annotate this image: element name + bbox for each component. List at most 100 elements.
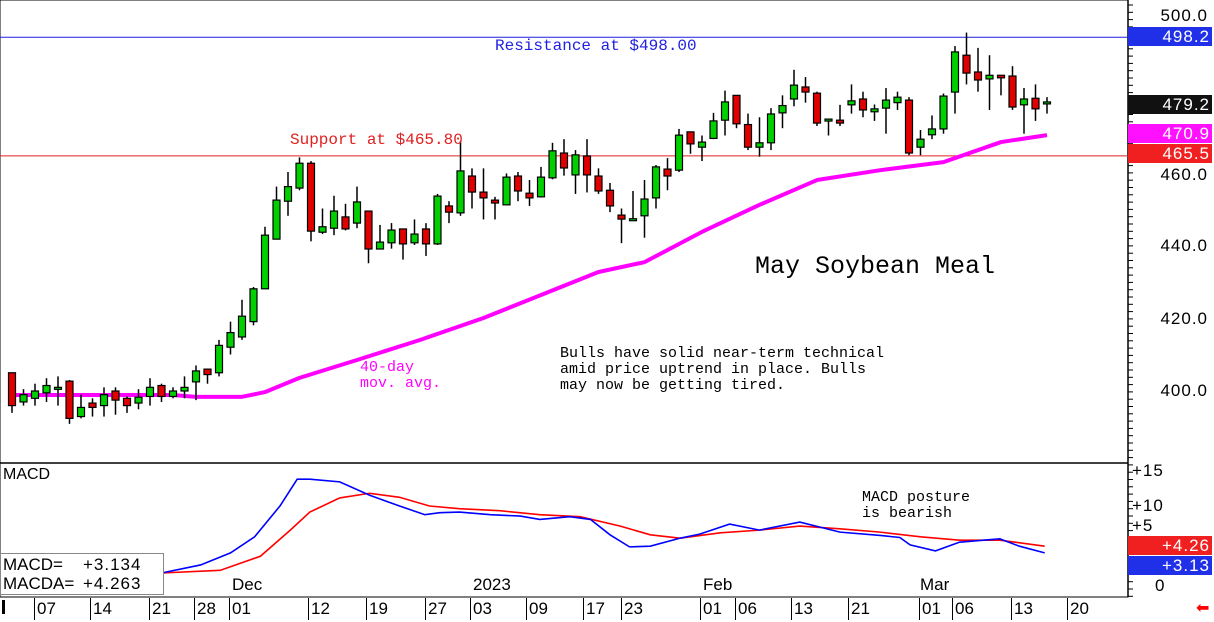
candle-down [444, 205, 454, 213]
date-separator [194, 598, 195, 620]
candle-up [881, 99, 891, 109]
date-separator [308, 598, 309, 620]
macd-line [161, 478, 1045, 574]
candle-down [962, 54, 971, 74]
price-tick: 400.0 [1160, 381, 1208, 400]
candle-down [904, 99, 914, 154]
date-separator [791, 598, 792, 620]
candle-up [628, 218, 638, 222]
macd-tick: +5 [1132, 516, 1154, 535]
macd-comment: MACD posture is bearish [862, 489, 971, 522]
date-tick-label: 21 [152, 599, 171, 618]
candle-down [513, 175, 523, 192]
candle-down [1031, 97, 1040, 110]
candle-up [226, 332, 235, 348]
date-tick-label: 20 [1070, 599, 1089, 618]
candle-down [122, 397, 132, 407]
candle-up [272, 199, 281, 240]
price-tick: 500.0 [1160, 6, 1208, 25]
candle-down [973, 71, 983, 81]
candle-up [789, 84, 799, 100]
macd-readout-label: MACD= [3, 555, 63, 574]
comment-text: Bulls have solid near-term technical ami… [560, 345, 885, 394]
candle-up [571, 154, 580, 176]
date-tick-label: 17 [586, 599, 605, 618]
price-tick: 460.0 [1160, 165, 1208, 184]
date-separator [952, 598, 953, 620]
candle-down [157, 384, 166, 398]
candle-down [835, 119, 845, 124]
candle-down [605, 189, 615, 207]
candle-down [663, 168, 672, 177]
candle-up [180, 386, 189, 392]
candle-up [387, 229, 396, 244]
candle-up [53, 386, 63, 390]
candle-down [479, 191, 488, 199]
macda-line [161, 492, 1045, 574]
candle-up [697, 141, 707, 148]
candle-up [536, 176, 546, 198]
candle-down [858, 98, 868, 111]
month-mar: Mar [920, 575, 950, 594]
candle-up [709, 120, 718, 140]
month-dec: Dec [232, 575, 263, 594]
candle-down [65, 380, 74, 419]
candle-up [939, 95, 948, 130]
moving-average-line [12, 133, 1048, 399]
candle-up [1042, 101, 1052, 105]
candle-up [76, 406, 86, 418]
macda-readout-value: +4.263 [83, 574, 142, 593]
candle-down [421, 228, 431, 245]
candle-up [893, 96, 902, 104]
scroll-left-marker[interactable] [2, 600, 5, 614]
resistance-value-box: 498.2 [1128, 27, 1212, 46]
candle-up [237, 315, 247, 338]
candle-down [559, 152, 569, 169]
macda-value-box: +4.26 [1128, 536, 1212, 555]
date-tick-label: 27 [428, 599, 447, 618]
date-separator [848, 598, 849, 620]
candle-down [341, 216, 350, 230]
date-separator [526, 598, 527, 620]
date-separator [700, 598, 701, 620]
scroll-arrow-icon[interactable]: ⬅ [1196, 598, 1210, 617]
candle-up [134, 396, 143, 404]
date-tick-label: 09 [529, 599, 548, 618]
date-separator [1011, 598, 1012, 620]
candle-down [88, 402, 97, 409]
candle-up [352, 201, 362, 224]
candle-up [260, 234, 270, 290]
candle-down [801, 86, 810, 93]
candle-down [306, 162, 316, 232]
resistance-label: Resistance at $498.00 [495, 37, 697, 55]
date-tick-label: 06 [738, 599, 757, 618]
candle-down [812, 92, 822, 124]
date-tick-label: 06 [955, 599, 974, 618]
candle-up [778, 104, 787, 114]
candle-up [19, 394, 28, 403]
candle-up [651, 166, 661, 199]
date-separator [90, 598, 91, 620]
candle-up [870, 108, 879, 113]
candle-down [732, 94, 741, 125]
candle-up [950, 51, 960, 93]
candle-up [1019, 98, 1029, 106]
date-tick-label: 28 [197, 599, 216, 618]
candle-up [916, 138, 925, 148]
candle-up [985, 74, 994, 80]
candle-down [582, 155, 592, 176]
candle-down [996, 74, 1006, 79]
ma-label: 40-day mov. avg. [360, 359, 442, 392]
candle-down [7, 372, 17, 407]
date-tick-label: 21 [851, 599, 870, 618]
ma-value-box: 470.9 [1128, 124, 1212, 143]
candle-down [525, 192, 534, 199]
candle-up [375, 241, 385, 250]
date-tick-label: 01 [922, 599, 941, 618]
macd-value-box: +3.13 [1128, 556, 1212, 575]
candle-down [364, 210, 373, 250]
candle-up [168, 390, 178, 398]
candle-up [640, 198, 649, 217]
candle-up [249, 288, 258, 323]
candle-up [329, 210, 339, 229]
